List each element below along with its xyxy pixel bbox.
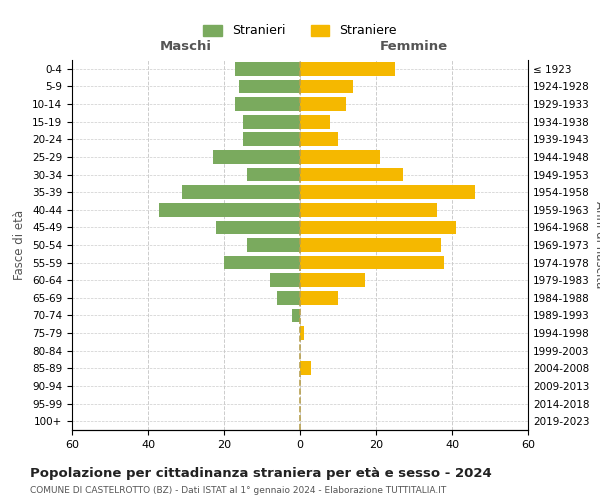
Text: Femmine: Femmine: [380, 40, 448, 53]
Text: Maschi: Maschi: [160, 40, 212, 53]
Bar: [300, 220, 456, 234]
Bar: [160, 203, 300, 216]
Bar: [235, 62, 300, 76]
Bar: [212, 150, 300, 164]
Bar: [247, 168, 300, 181]
Text: Popolazione per cittadinanza straniera per età e sesso - 2024: Popolazione per cittadinanza straniera p…: [30, 468, 492, 480]
Bar: [300, 150, 380, 164]
Bar: [243, 115, 300, 128]
Bar: [277, 291, 300, 304]
Text: COMUNE DI CASTELROTTO (BZ) - Dati ISTAT al 1° gennaio 2024 - Elaborazione TUTTIT: COMUNE DI CASTELROTTO (BZ) - Dati ISTAT …: [30, 486, 446, 495]
Bar: [300, 168, 403, 181]
Y-axis label: Anni di nascita: Anni di nascita: [593, 202, 600, 288]
Y-axis label: Fasce di età: Fasce di età: [13, 210, 26, 280]
Bar: [300, 132, 338, 146]
Bar: [247, 238, 300, 252]
Bar: [269, 274, 300, 287]
Bar: [300, 203, 437, 216]
Bar: [300, 326, 304, 340]
Bar: [217, 220, 300, 234]
Bar: [300, 62, 395, 76]
Bar: [300, 80, 353, 94]
Legend: Stranieri, Straniere: Stranieri, Straniere: [197, 18, 403, 44]
Bar: [239, 80, 300, 94]
Bar: [300, 238, 440, 252]
Bar: [243, 132, 300, 146]
Bar: [292, 308, 300, 322]
Bar: [224, 256, 300, 270]
Bar: [300, 256, 445, 270]
Bar: [300, 291, 338, 304]
Bar: [300, 362, 311, 375]
Bar: [300, 274, 365, 287]
Bar: [300, 97, 346, 111]
Bar: [300, 186, 475, 199]
Bar: [235, 97, 300, 111]
Bar: [300, 115, 331, 128]
Bar: [182, 186, 300, 199]
